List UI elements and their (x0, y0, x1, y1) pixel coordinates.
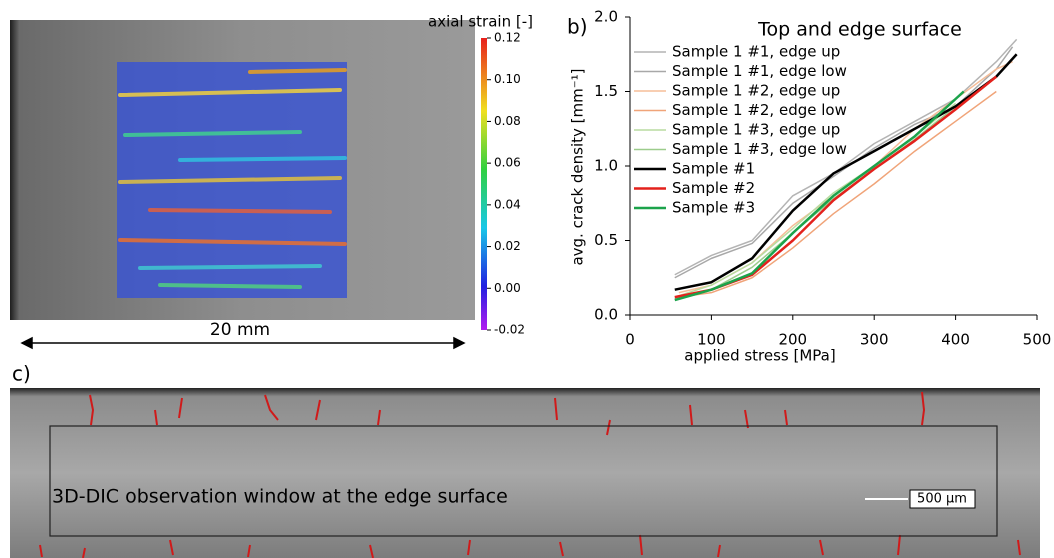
colorbar (481, 38, 487, 330)
observation-window (49, 425, 998, 537)
scale-label: 500 µm (917, 492, 967, 507)
x-tick-label: 200 (778, 331, 807, 349)
legend-label: Sample 1 #2, edge low (672, 101, 847, 119)
legend-label: Sample 1 #2, edge up (672, 82, 840, 100)
x-tick-label: 100 (697, 331, 726, 349)
y-tick-label: 0.0 (594, 306, 618, 324)
x-tick-label: 300 (860, 331, 889, 349)
colorbar-tick-label: -0.02 (494, 323, 525, 337)
colorbar-title: axial strain [-] (428, 13, 533, 31)
window-label: 3D-DIC observation window at the edge su… (52, 486, 508, 508)
chart-title: Top and edge surface (757, 19, 962, 41)
legend-label: Sample #3 (672, 199, 755, 217)
x-axis-label: applied stress [MPa] (684, 347, 835, 365)
legend-label: Sample 1 #1, edge up (672, 43, 840, 61)
colorbar-tick-label: 0.08 (494, 114, 521, 128)
panel-label: b) (567, 15, 588, 39)
y-axis-label: avg. crack density [mm⁻¹] (569, 68, 587, 265)
colorbar-tick-label: 0.04 (494, 197, 521, 211)
series-line (674, 38, 1018, 276)
y-tick-label: 1.0 (594, 157, 618, 175)
cracks (39, 391, 1021, 558)
y-tick-label: 1.5 (594, 82, 618, 100)
legend-label: Sample #2 (672, 179, 755, 197)
scale-label: 20 mm (210, 320, 270, 340)
colorbar-tick-label: 0.06 (494, 156, 521, 170)
x-tick-label: 400 (941, 331, 970, 349)
colorbar-tick-label: 0.10 (494, 72, 521, 86)
x-tick-label: 0 (625, 331, 635, 349)
edge-image (10, 388, 1040, 558)
colorbar-tick-label: 0.02 (494, 239, 521, 253)
legend-label: Sample 1 #3, edge up (672, 121, 840, 139)
legend-label: Sample 1 #1, edge low (672, 62, 847, 80)
series-line (678, 90, 997, 298)
panel-label: c) (12, 362, 31, 386)
strain-bands (118, 68, 347, 289)
colorbar-tick-label: 0.12 (494, 31, 521, 45)
legend-label: Sample 1 #3, edge low (672, 140, 847, 158)
series-line (674, 90, 965, 302)
x-tick-label: 500 (1023, 331, 1052, 349)
y-tick-label: 0.5 (594, 231, 618, 249)
y-tick-label: 2.0 (594, 8, 618, 26)
scale-arrow (20, 336, 466, 350)
colorbar-tick-label: 0.00 (494, 281, 521, 295)
scale-box (909, 489, 976, 509)
legend-label: Sample #1 (672, 160, 755, 178)
